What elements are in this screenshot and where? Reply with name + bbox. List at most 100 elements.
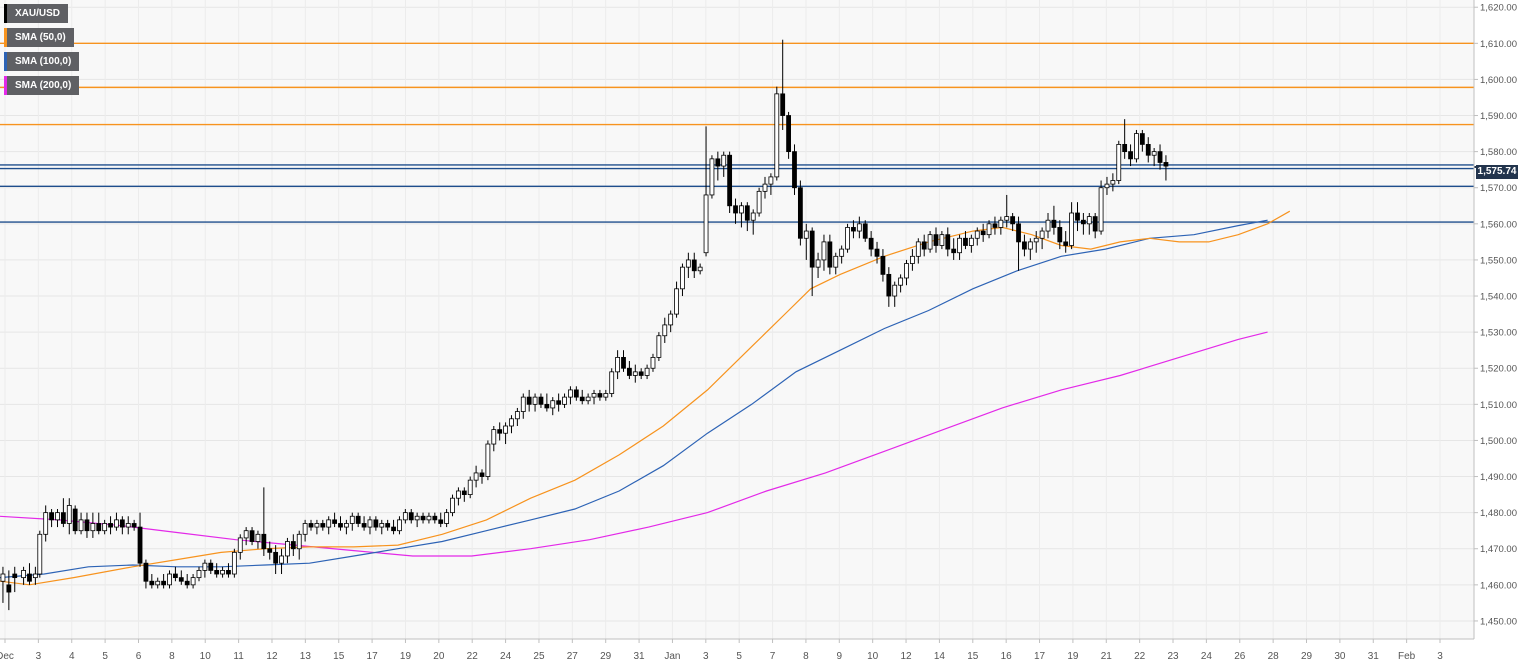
candle-bearish <box>338 523 343 528</box>
x-tick-label: 29 <box>1301 651 1313 662</box>
candle-bearish <box>886 273 892 297</box>
candle-bullish <box>190 577 196 586</box>
candle-bullish <box>603 393 609 398</box>
x-tick-label: 3 <box>703 651 709 662</box>
candle-bullish <box>279 555 284 564</box>
candle-bullish <box>656 335 662 358</box>
x-tick-label: 16 <box>1001 651 1013 662</box>
y-tick-label: 1,510.00 <box>1480 400 1517 411</box>
legend-item-xauusd[interactable]: XAU/USD <box>4 4 69 23</box>
sma50-line <box>0 210 1291 586</box>
legend-label: SMA (50,0) <box>15 32 66 43</box>
candle-bullish <box>196 570 202 579</box>
candle-bearish <box>945 234 951 250</box>
candle-bearish <box>862 223 868 239</box>
candle-bearish <box>526 396 532 405</box>
y-tick-label: 1,500.00 <box>1480 436 1517 447</box>
candle-bearish <box>1010 216 1016 225</box>
candle-bullish <box>114 519 119 528</box>
x-tick-label: Feb <box>1398 651 1416 662</box>
legend-item-sma200[interactable]: SMA (200,0) <box>4 76 80 95</box>
candle-bullish <box>591 393 597 398</box>
candle-bearish <box>12 573 18 579</box>
candle-bullish <box>680 266 685 290</box>
x-tick-label: Dec <box>0 651 14 662</box>
x-tick-label: 5 <box>102 651 108 662</box>
candle-bullish <box>1110 180 1116 185</box>
candle-bearish <box>727 154 733 207</box>
candle-bearish <box>60 512 66 524</box>
y-tick-label: 1,610.00 <box>1480 39 1517 50</box>
x-tick-label: 26 <box>1234 651 1246 662</box>
x-tick-label: 7 <box>770 651 776 662</box>
candle-bearish <box>119 519 125 528</box>
candle-bearish <box>361 523 367 528</box>
legend-label: SMA (200,0) <box>15 80 72 91</box>
candle-bearish <box>173 573 178 579</box>
x-tick-label: 20 <box>433 651 445 662</box>
legend-item-sma50[interactable]: SMA (50,0) <box>4 28 74 47</box>
candle-bullish <box>1098 187 1104 232</box>
x-tick-label: 4 <box>69 651 75 662</box>
candle-bullish <box>237 537 243 553</box>
candle-bullish <box>892 284 898 297</box>
candle-bearish <box>1075 212 1080 221</box>
candle-bullish <box>397 519 402 532</box>
candle-bullish <box>768 176 774 185</box>
y-tick-label: 1,570.00 <box>1480 183 1517 194</box>
x-tick-label: 12 <box>266 651 278 662</box>
candle-bullish <box>55 512 60 521</box>
candle-bearish <box>556 400 562 405</box>
y-tick-label: 1,620.00 <box>1480 3 1517 14</box>
candle-bearish <box>1051 219 1057 228</box>
x-tick-label: 10 <box>200 651 212 662</box>
x-tick-label: 24 <box>500 651 512 662</box>
candle-bearish <box>880 255 886 275</box>
candle-bearish <box>131 523 137 528</box>
candle-bearish <box>391 526 396 532</box>
candle-bearish <box>1145 144 1151 156</box>
candle-bullish <box>910 255 915 264</box>
plot-background <box>0 0 1474 639</box>
candle-bearish <box>715 158 721 167</box>
legend-swatch <box>4 52 7 71</box>
y-tick-label: 1,600.00 <box>1480 75 1517 86</box>
candle-bearish <box>638 371 644 376</box>
candle-bearish <box>921 241 927 250</box>
candle-bullish <box>774 93 780 178</box>
x-tick-label: 27 <box>567 651 579 662</box>
candle-bullish <box>1069 212 1074 246</box>
legend-swatch <box>4 4 7 23</box>
candle-bearish <box>385 523 391 528</box>
x-tick-label: 6 <box>136 651 142 662</box>
x-tick-label: 10 <box>867 651 879 662</box>
x-tick-label: 8 <box>169 651 175 662</box>
x-tick-label: 31 <box>634 651 646 662</box>
candle-bullish <box>343 523 349 528</box>
candle-bullish <box>685 259 691 268</box>
candle-bearish <box>432 515 438 521</box>
candle-bullish <box>167 573 172 586</box>
sma100-line <box>0 219 1268 579</box>
candle-bullish <box>1134 133 1139 160</box>
legend-item-sma100[interactable]: SMA (100,0) <box>4 52 80 71</box>
candle-bullish <box>968 237 974 246</box>
candle-bullish <box>285 541 290 557</box>
candle-bearish <box>933 234 939 246</box>
candle-bearish <box>963 237 968 246</box>
candle-bullish <box>90 523 96 532</box>
candle-bearish <box>691 259 697 272</box>
candle-bullish <box>898 277 904 286</box>
candle-bearish <box>184 580 190 586</box>
candle-bullish <box>815 259 821 268</box>
candle-bearish <box>249 530 255 542</box>
candle-bullish <box>821 241 827 261</box>
candle-bearish <box>621 357 626 369</box>
candle-bullish <box>986 223 992 236</box>
candle-bearish <box>373 519 379 528</box>
y-tick-label: 1,590.00 <box>1480 111 1517 122</box>
candle-bullish <box>467 479 473 495</box>
y-tick-label: 1,550.00 <box>1480 255 1517 266</box>
candle-bullish <box>650 357 656 369</box>
